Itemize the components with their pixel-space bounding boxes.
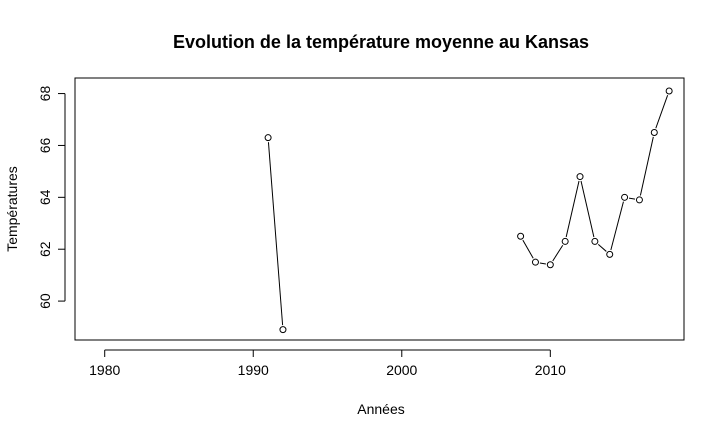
data-point [279,326,287,334]
x-tick-label: 2010 [535,362,566,378]
x-tick-label: 1980 [89,362,120,378]
data-point [665,87,673,95]
series-line-segment [522,239,534,259]
y-axis: 60 62 64 66 68 [37,86,66,309]
plot-area-frame [74,77,685,341]
data-point [264,134,272,142]
y-tick-label: 62 [37,241,53,257]
series-line-segment [597,244,607,252]
x-tick-label: 2000 [386,362,417,378]
series-line-segment [580,180,595,238]
chart-title: Evolution de la température moyenne au K… [173,32,589,52]
y-tick-label: 60 [37,293,53,309]
y-tick-label: 66 [37,137,53,153]
data-point [606,250,614,258]
series-line-segment [267,142,284,326]
x-axis-label: Années [357,401,404,417]
series-line-segment [539,262,546,265]
data-series [264,87,673,334]
y-tick-label: 64 [37,189,53,205]
data-point [561,237,569,245]
series-line-segment [565,180,580,238]
data-point [591,237,599,245]
data-point [546,261,554,269]
x-tick-label: 1990 [238,362,269,378]
series-line-segment [655,95,669,129]
data-point [621,193,629,201]
data-point [635,196,643,204]
series-line-segment [552,244,564,262]
data-point [650,128,658,136]
data-point [517,232,525,240]
y-tick-label: 68 [37,86,53,102]
x-axis: 1980 1990 2000 2010 [89,349,566,378]
data-point [531,258,539,266]
series-line-segment [610,201,624,251]
data-point [576,173,584,181]
series-line-segment [628,197,636,200]
y-axis-label: Températures [4,166,20,252]
series-line-segment [639,136,654,196]
